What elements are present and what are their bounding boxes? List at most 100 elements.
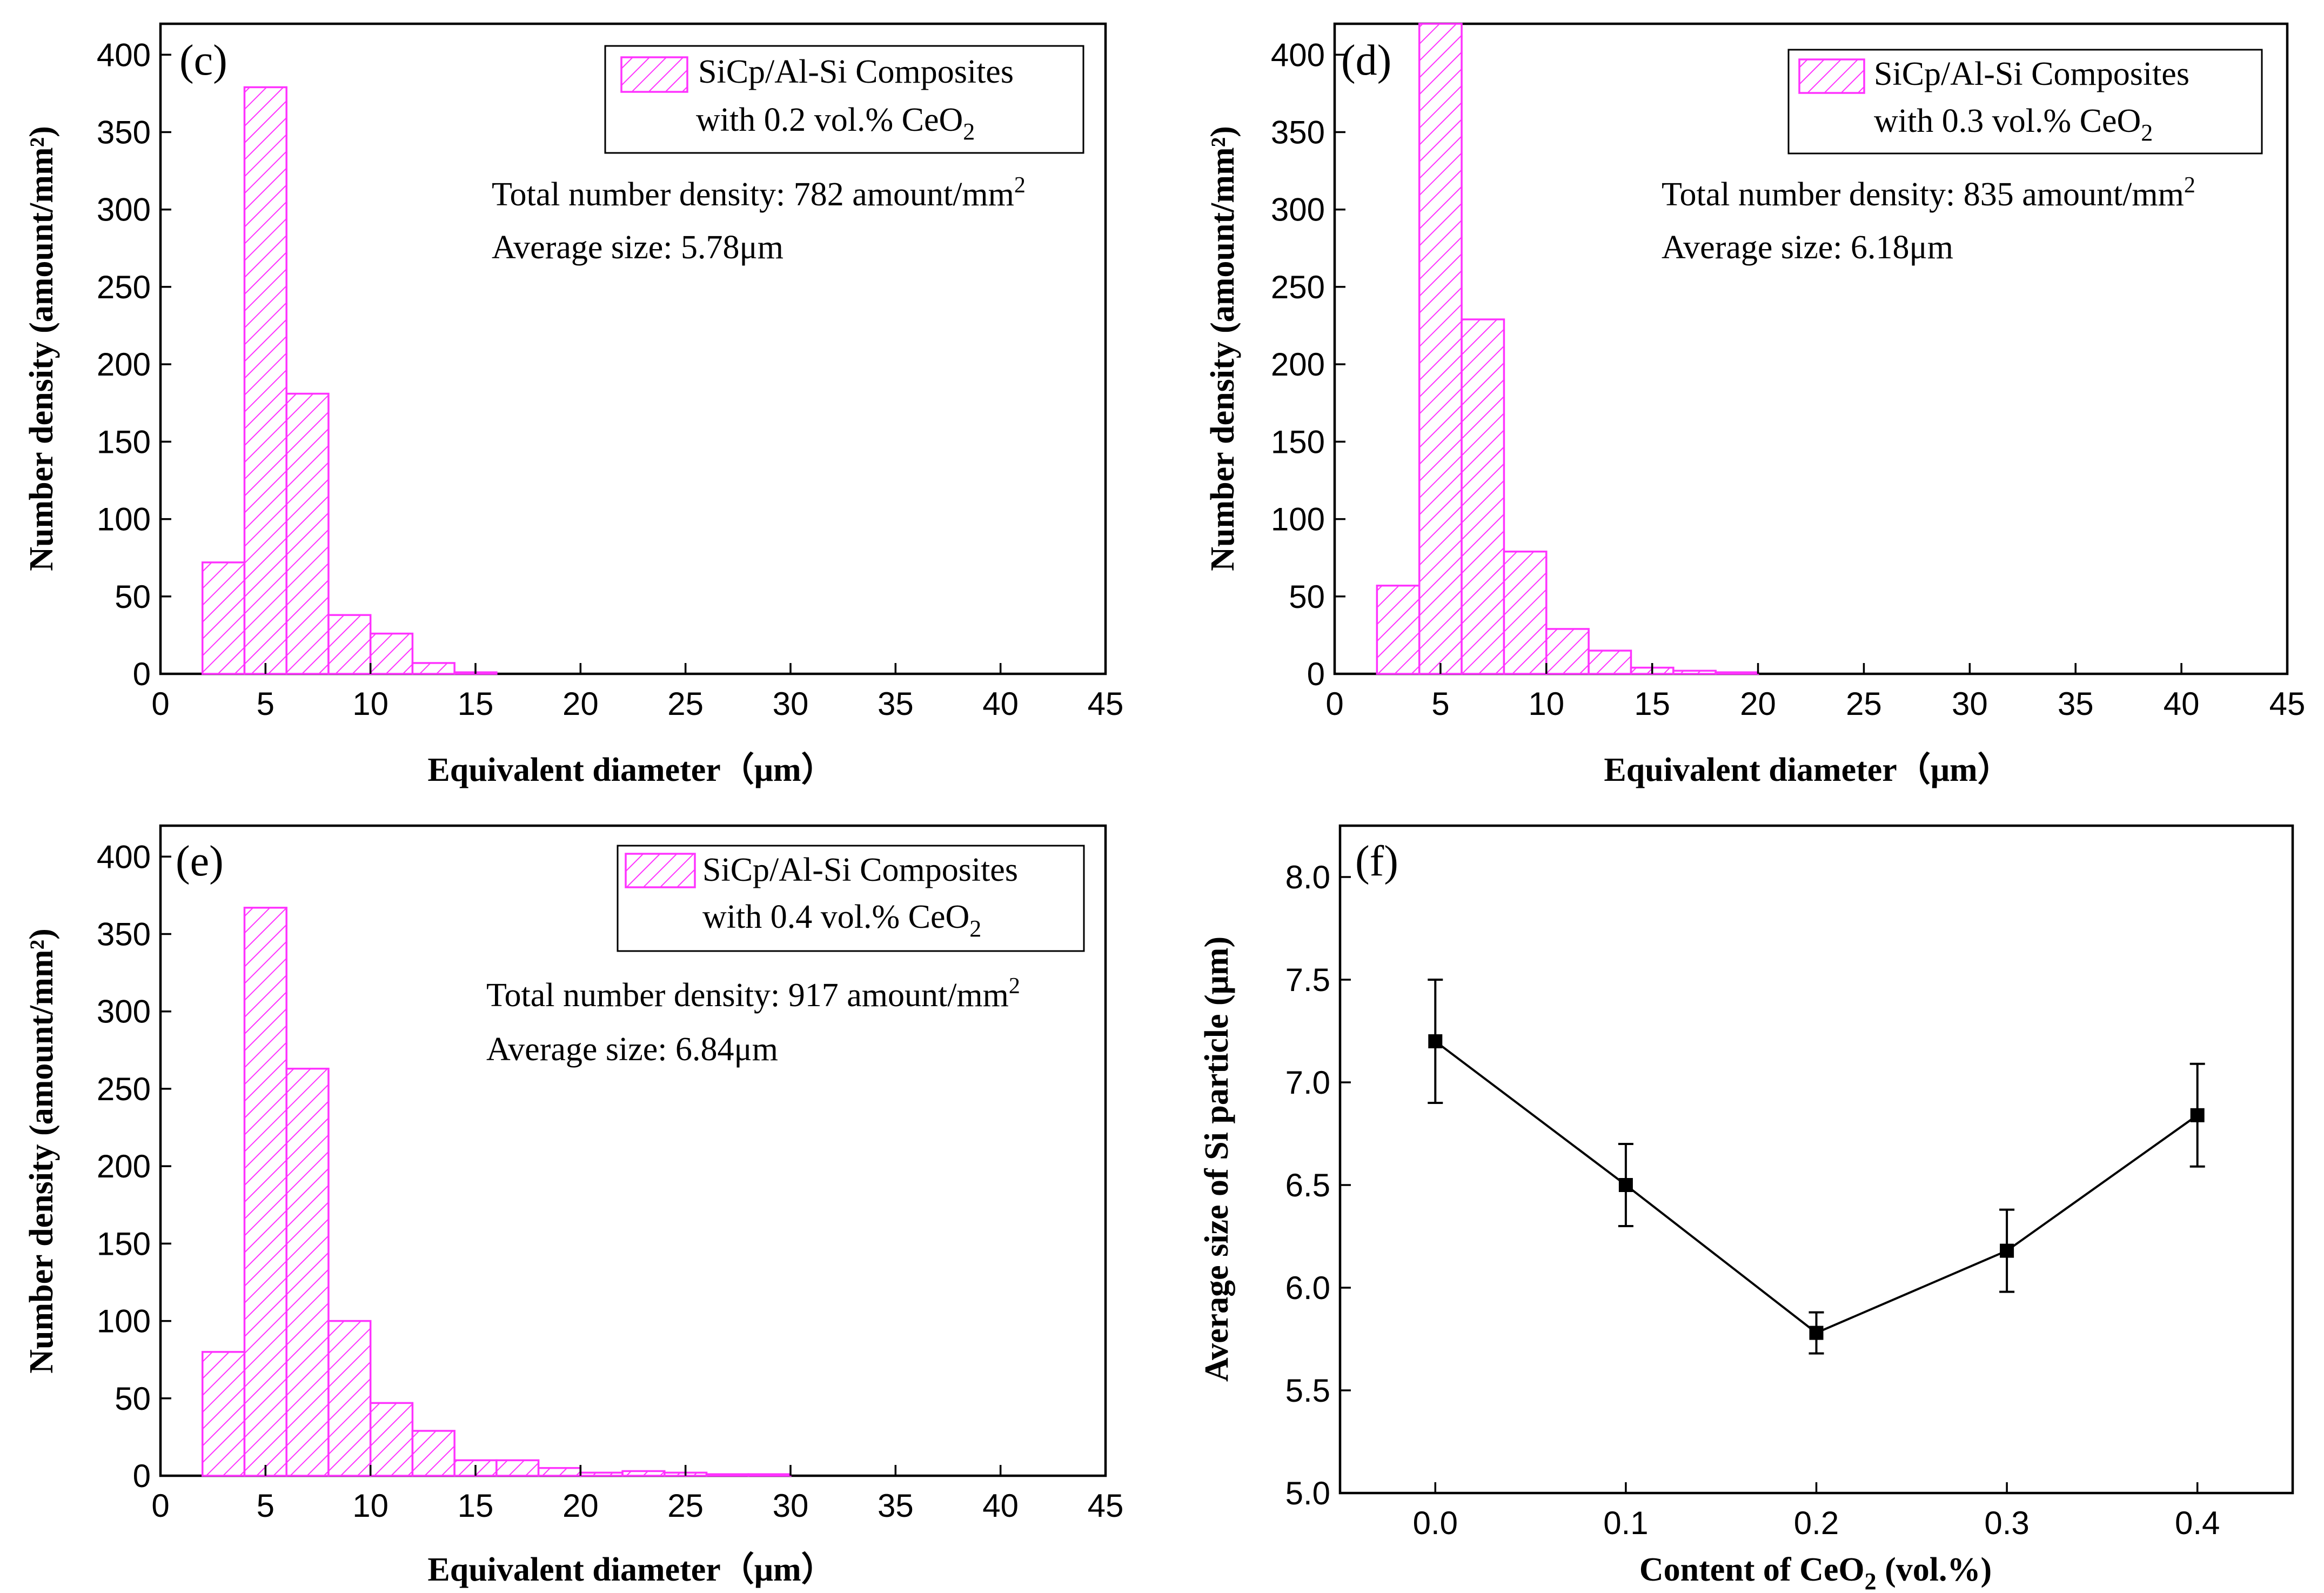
x-tick-label: 15 [458,686,494,722]
panel-label: (d) [1341,37,1391,84]
average-size-annotation: Average size: 6.18μm [1662,229,1953,266]
x-tick-label: 35 [2058,686,2094,722]
histogram-panel-c: 0 5 10 15 20 25 30 35 40 45 0 50 100 150 200 250 300 350… [23,22,1123,788]
y-tick-label: 5.0 [1285,1475,1330,1511]
y-tick-label: 100 [97,501,151,538]
histogram-bar [369,1402,414,1477]
y-tick-label: 8.0 [1285,859,1330,895]
x-tick-label: 10 [1528,686,1564,722]
y-tick-label: 300 [97,994,151,1030]
histogram-bar [1672,670,1717,675]
histogram-bar [705,1473,750,1477]
y-axis-ticks: 0 50 100 150 200 250 300 350 400 [1271,37,1345,692]
y-tick-label: 300 [1271,192,1325,228]
x-tick-label: 40 [982,686,1019,722]
legend: SiCp/Al-Si Composites with 0.2 vol.% CeO… [604,45,1084,154]
histogram-bar [1503,550,1548,675]
histogram-bar [1461,318,1505,675]
x-tick-label: 30 [773,1488,809,1524]
y-tick-label: 400 [97,839,151,875]
legend-swatch [625,853,696,888]
x-axis-ticks: 0 5 10 15 20 25 30 35 40 45 [151,663,1123,722]
x-axis-title: Equivalent diameter（μm） [427,751,834,788]
x-tick-label: 0 [151,1488,169,1524]
bars [1376,23,1759,675]
x-tick-label: 5 [257,686,274,722]
series-line [1435,1040,2198,1334]
y-axis-ticks: 0 50 100 150 200 250 300 350 400 [97,839,171,1494]
x-tick-label: 30 [1952,686,1988,722]
x-tick-label: 25 [667,686,704,722]
legend-label-line1: SiCp/Al-Si Composites [1874,56,2189,92]
y-tick-label: 350 [97,916,151,953]
x-tick-label: 0.1 [1603,1505,1648,1541]
x-tick-label: 40 [982,1488,1019,1524]
legend-label-line1: SiCp/Al-Si Composites [702,852,1018,888]
y-tick-label: 50 [115,579,151,615]
y-tick-label: 350 [1271,115,1325,151]
y-tick-label: 0 [133,1458,151,1494]
legend: SiCp/Al-Si Composites with 0.4 vol.% CeO… [617,845,1085,952]
data-point [1618,1178,1633,1192]
y-tick-label: 150 [97,424,151,460]
x-tick-label: 20 [562,686,599,722]
histogram-bar [1418,23,1463,675]
histogram-bar [201,1351,246,1477]
x-tick-label: 25 [1846,686,1882,722]
histogram-panel-d: 0 5 10 15 20 25 30 35 40 45 0 50 100 150 200 250 300 350… [1204,22,2306,788]
data-point [2000,1243,2014,1258]
x-axis-ticks: 0.0 0.1 0.2 0.3 0.4 [1413,1482,2220,1541]
legend-swatch [1798,58,1865,94]
y-tick-label: 200 [97,1148,151,1184]
x-tick-label: 5 [257,1488,274,1524]
y-tick-label: 400 [1271,37,1325,73]
x-tick-label: 20 [562,1488,599,1524]
x-tick-label: 30 [773,686,809,722]
y-axis-title: Number density (amount/mm²) [23,928,60,1373]
x-axis-title: Equivalent diameter（μm） [427,1550,834,1588]
panel-label: (f) [1355,838,1398,885]
bars [201,907,792,1477]
x-tick-label: 0.4 [2175,1505,2220,1541]
data-point [1428,1034,1443,1048]
y-tick-label: 100 [1271,501,1325,538]
histogram-bar [285,1067,330,1477]
y-tick-label: 250 [97,269,151,305]
average-size-annotation: Average size: 5.78μm [492,229,783,266]
y-axis-title: Number density (amount/mm²) [23,126,60,571]
y-axis-ticks: 5.0 5.5 6.0 6.5 7.0 7.5 8.0 [1285,859,1351,1511]
data-point [1809,1326,1824,1340]
x-tick-label: 35 [878,686,914,722]
total-density-annotation: Total number density: 917 amount/mm2 [486,974,1020,1014]
y-axis-ticks: 0 50 100 150 200 250 300 350 400 [97,37,171,692]
y-tick-label: 300 [97,192,151,228]
histogram-bar [537,1467,582,1477]
y-tick-label: 200 [1271,346,1325,383]
y-tick-label: 250 [97,1071,151,1107]
legend-label-line2: with 0.2 vol.% CeO2 [696,102,975,145]
x-tick-label: 10 [352,686,389,722]
x-tick-label: 0 [151,686,169,722]
panel-label: (c) [179,37,227,84]
x-axis-ticks: 0 5 10 15 20 25 30 35 40 45 [151,1465,1123,1524]
x-tick-label: 35 [878,1488,914,1524]
x-tick-label: 10 [352,1488,389,1524]
x-tick-label: 45 [2269,686,2306,722]
legend-label-line2: with 0.4 vol.% CeO2 [702,899,981,942]
y-axis-title: Number density (amount/mm²) [1204,126,1241,571]
x-tick-label: 45 [1088,1488,1124,1524]
histogram-bar [201,561,246,675]
histogram-bar [243,86,287,675]
y-tick-label: 50 [115,1381,151,1417]
y-tick-label: 250 [1271,269,1325,305]
bars [201,86,498,675]
y-tick-label: 5.5 [1285,1373,1330,1409]
histogram-bar [285,392,330,675]
x-tick-label: 40 [2164,686,2200,722]
histogram-bar [243,907,287,1477]
y-tick-label: 150 [1271,424,1325,460]
plot-frame [1333,22,2289,675]
y-tick-label: 0 [1307,656,1325,692]
series [1428,979,2205,1355]
y-tick-label: 100 [97,1303,151,1340]
